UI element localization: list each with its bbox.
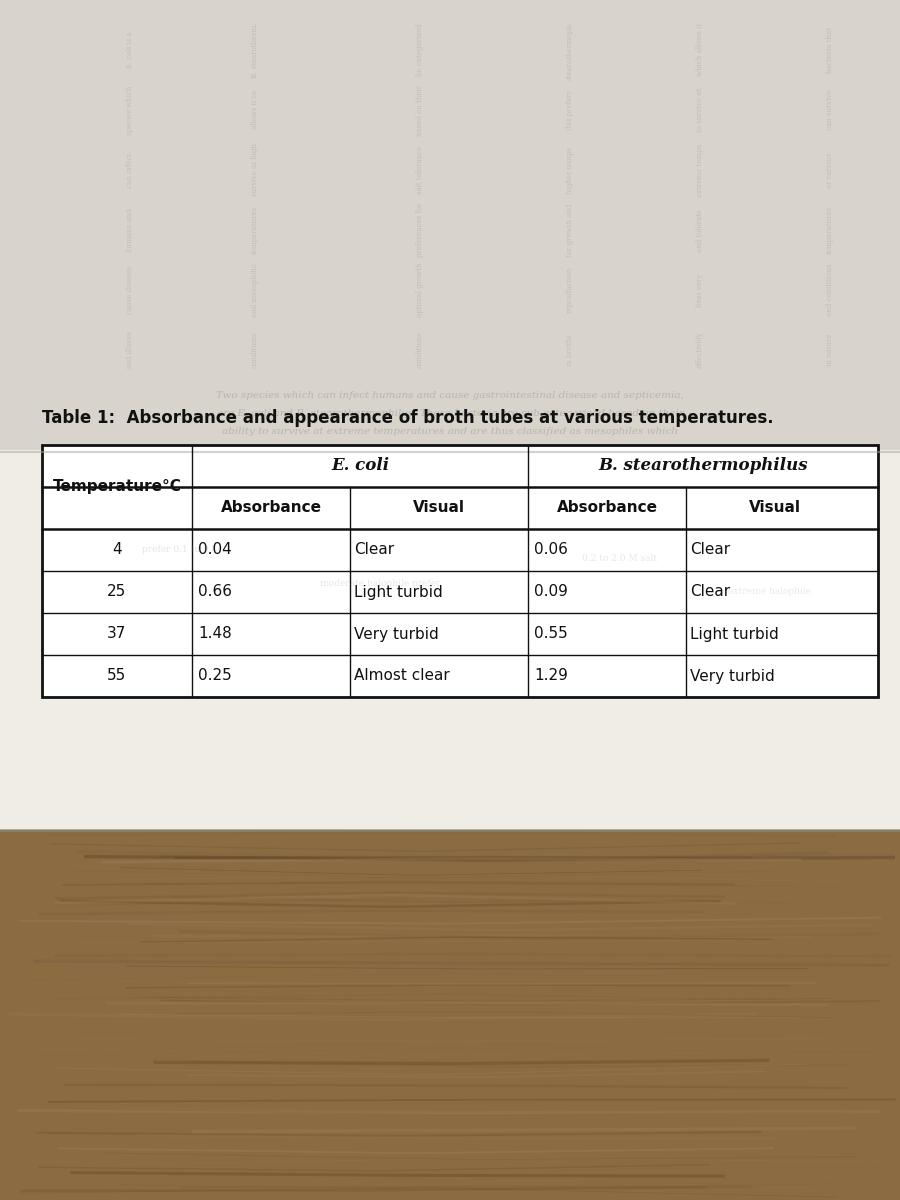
Bar	[0, 450, 900, 830]
Text: Absorbance: Absorbance	[556, 500, 658, 516]
Text: based on their: based on their	[416, 84, 424, 136]
Text: cause disease: cause disease	[126, 265, 134, 314]
Text: to survive at: to survive at	[696, 88, 704, 132]
Text: ability to survive at extreme temperatures and are thus classified as mesophiles: ability to survive at extreme temperatur…	[222, 426, 678, 436]
Text: can survive: can survive	[826, 90, 834, 131]
Text: effectively: effectively	[696, 331, 704, 368]
Text: conditions: conditions	[416, 331, 424, 368]
Text: allows it to: allows it to	[251, 91, 259, 130]
Text: for growth and: for growth and	[566, 203, 574, 257]
Text: 0.2 to 2.0 M salt: 0.2 to 2.0 M salt	[582, 554, 658, 563]
Text: 4: 4	[112, 542, 122, 558]
Text: are E. coli and B. stearothermophilus. These bacteria are sub-categorized based : are E. coli and B. stearothermophilus. T…	[217, 408, 683, 418]
Text: 0.66: 0.66	[198, 584, 232, 600]
Text: stearothermoph.: stearothermoph.	[566, 20, 574, 79]
Text: 55: 55	[107, 668, 127, 684]
Text: and illness: and illness	[126, 331, 134, 368]
Text: 0.04: 0.04	[198, 542, 232, 558]
Text: higher temps: higher temps	[566, 146, 574, 193]
Text: Clear: Clear	[354, 542, 394, 558]
Text: heat very: heat very	[696, 274, 704, 307]
Text: 1.48: 1.48	[198, 626, 232, 642]
Text: and tolerate: and tolerate	[696, 209, 704, 252]
Text: prefer 0.1 to 0.8: prefer 0.1 to 0.8	[142, 546, 218, 554]
Text: Clear: Clear	[690, 542, 730, 558]
Text: Light turbid: Light turbid	[354, 584, 443, 600]
Text: survive at high: survive at high	[251, 144, 259, 197]
Text: in broths: in broths	[566, 334, 574, 366]
Bar	[0, 0, 900, 450]
Text: extreme temps: extreme temps	[696, 144, 704, 197]
Text: temperatures: temperatures	[826, 206, 834, 254]
Text: reproduction: reproduction	[566, 266, 574, 313]
Text: 0.09: 0.09	[534, 584, 568, 600]
Text: 37: 37	[107, 626, 127, 642]
Text: be categorized: be categorized	[416, 24, 424, 77]
Text: Almost clear: Almost clear	[354, 668, 450, 684]
Text: optimal growth: optimal growth	[416, 263, 424, 317]
Text: temperatures: temperatures	[251, 206, 259, 254]
Text: Absorbance: Absorbance	[220, 500, 321, 516]
Text: B. stearotherm.: B. stearotherm.	[251, 23, 259, 78]
Text: salt tolerance: salt tolerance	[416, 146, 424, 194]
Text: preferences for: preferences for	[416, 203, 424, 258]
Text: conditions: conditions	[251, 331, 259, 368]
Text: at various: at various	[826, 152, 834, 187]
Text: E. coli: E. coli	[331, 457, 389, 474]
Text: moderate halophile prefer: moderate halophile prefer	[320, 580, 440, 588]
Text: humans and: humans and	[126, 209, 134, 252]
Text: Very turbid: Very turbid	[690, 668, 775, 684]
Text: Visual: Visual	[749, 500, 801, 516]
Text: and conditions: and conditions	[826, 264, 834, 316]
Text: ilus prefers: ilus prefers	[566, 90, 574, 130]
Text: Visual: Visual	[413, 500, 465, 516]
Text: E. coli is a: E. coli is a	[126, 31, 134, 68]
Text: can infect: can infect	[126, 152, 134, 187]
Bar	[0, 830, 900, 1200]
Text: and mesophilic: and mesophilic	[251, 263, 259, 317]
Text: B. stearothermophilus: B. stearothermophilus	[598, 457, 808, 474]
Text: which allows it: which allows it	[696, 24, 704, 77]
Text: extreme halophile: extreme halophile	[728, 588, 812, 596]
Text: 0.25: 0.25	[198, 668, 232, 684]
Text: 1.29: 1.29	[534, 668, 568, 684]
Text: 25: 25	[107, 584, 127, 600]
Text: 0.55: 0.55	[534, 626, 568, 642]
Text: 0.06: 0.06	[534, 542, 568, 558]
Text: Very turbid: Very turbid	[354, 626, 439, 642]
Text: species which: species which	[126, 85, 134, 134]
Text: in nature: in nature	[826, 334, 834, 366]
Text: Two species which can infect humans and cause gastrointestinal disease and septi: Two species which can infect humans and …	[216, 390, 684, 400]
Text: Temperature°C: Temperature°C	[52, 480, 182, 494]
Bar	[42, 445, 878, 697]
Text: bacteria that: bacteria that	[826, 26, 834, 73]
Text: Table 1:  Absorbance and appearance of broth tubes at various temperatures.: Table 1: Absorbance and appearance of br…	[42, 409, 774, 427]
Text: Light turbid: Light turbid	[690, 626, 778, 642]
Text: Clear: Clear	[690, 584, 730, 600]
